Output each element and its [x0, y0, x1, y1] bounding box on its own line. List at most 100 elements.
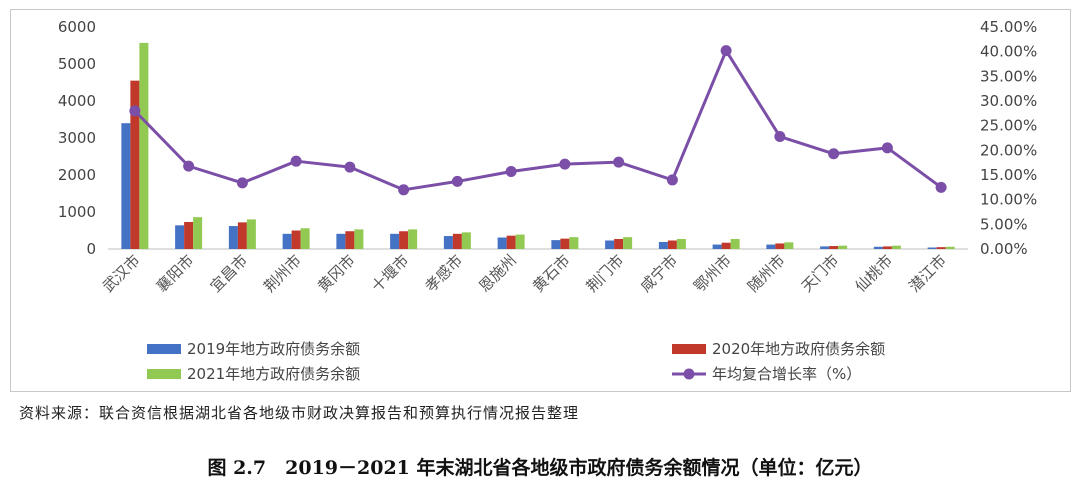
bar-黄石市-2020 — [560, 238, 570, 249]
left-axis-tick-label: 0 — [86, 240, 96, 258]
growth-rate-point-咸宁市 — [666, 174, 678, 186]
bar-宜昌市-2020 — [237, 222, 247, 249]
bar-鄂州市-2019 — [712, 244, 722, 249]
bar-咸宁市-2020 — [667, 240, 677, 249]
left-axis-tick-label: 4000 — [58, 92, 96, 110]
bar-黄石市-2021 — [569, 237, 579, 249]
bar-咸宁市-2021 — [676, 239, 686, 249]
bar-鄂州市-2021 — [730, 239, 740, 249]
bar-天门市-2020 — [829, 246, 839, 249]
left-axis-tick-label: 1000 — [58, 203, 96, 221]
category-label: 鄂州市 — [690, 251, 735, 296]
right-axis-tick-label: 25.00% — [980, 117, 1037, 135]
category-label: 黄冈市 — [314, 251, 359, 296]
bar-潜江市-2019 — [927, 247, 937, 249]
bar-荆门市-2020 — [614, 239, 624, 249]
bar-天门市-2019 — [820, 246, 830, 249]
right-axis-tick-label: 20.00% — [980, 141, 1037, 159]
bar-襄阳市-2021 — [193, 217, 203, 249]
growth-rate-point-黄石市 — [559, 158, 571, 170]
growth-rate-point-荆门市 — [613, 156, 625, 168]
legend-label: 2019年地方政府债务余额 — [187, 340, 360, 358]
right-axis-tick-label: 30.00% — [980, 92, 1037, 110]
category-label: 宜昌市 — [207, 251, 252, 296]
growth-rate-point-恩施州 — [505, 166, 517, 178]
left-axis-tick-label: 2000 — [58, 166, 96, 184]
category-label: 恩施州 — [475, 251, 520, 296]
growth-rate-point-随州市 — [774, 131, 786, 143]
right-axis-tick-label: 10.00% — [980, 191, 1037, 209]
bar-荆州市-2019 — [282, 233, 292, 249]
bar-黄冈市-2019 — [336, 233, 346, 249]
growth-rate-point-潜江市 — [935, 181, 947, 193]
bar-潜江市-2021 — [945, 246, 955, 249]
bar-仙桃市-2021 — [891, 245, 901, 249]
bar-天门市-2021 — [838, 245, 848, 249]
bar-随州市-2021 — [784, 242, 794, 249]
growth-rate-line — [133, 49, 943, 192]
growth-rate-point-襄阳市 — [183, 160, 195, 172]
category-label: 咸宁市 — [637, 251, 682, 296]
bar-襄阳市-2020 — [184, 221, 194, 249]
growth-rate-point-孝感市 — [451, 175, 463, 187]
legend-label: 2020年地方政府债务余额 — [712, 340, 885, 358]
growth-rate-point-荆州市 — [290, 155, 302, 167]
growth-rate-point-十堰市 — [398, 184, 410, 196]
growth-rate-point-鄂州市 — [720, 45, 732, 57]
growth-rate-point-仙桃市 — [881, 142, 893, 154]
category-label: 十堰市 — [368, 251, 413, 296]
left-axis-tick-label: 5000 — [58, 55, 96, 73]
combo-chart: 0 1000 2000 3000 4000 5000 6000 0.00% 5.00% 10.00… — [58, 18, 1037, 383]
legend-swatch — [147, 369, 181, 379]
bar-十堰市-2019 — [390, 233, 400, 249]
bar-武汉市-2019 — [121, 123, 131, 249]
category-label: 潜江市 — [905, 251, 950, 296]
bar-十堰市-2020 — [399, 231, 409, 249]
category-label: 仙桃市 — [852, 251, 897, 296]
category-label: 黄石市 — [529, 251, 574, 296]
bar-十堰市-2021 — [408, 229, 418, 249]
bar-咸宁市-2019 — [658, 241, 668, 249]
figure-caption: 图 2.7 2019－2021 年末湖北省各地级市政府债务余额情况（单位：亿元） — [207, 457, 873, 479]
category-label: 荆州市 — [260, 251, 305, 296]
legend-swatch — [672, 344, 706, 354]
right-axis-tick-label: 45.00% — [980, 18, 1037, 36]
category-label: 武汉市 — [99, 251, 144, 296]
legend-label: 年均复合增长率（%） — [712, 365, 861, 383]
bar-孝感市-2020 — [452, 233, 462, 249]
bar-宜昌市-2021 — [246, 219, 256, 249]
source-note: 资料来源：联合资信根据湖北省各地级市财政决算报告和预算执行情况报告整理 — [19, 404, 580, 422]
legend-label: 2021年地方政府债务余额 — [187, 365, 360, 383]
legend-marker — [683, 368, 695, 380]
bar-恩施州-2020 — [506, 235, 516, 249]
right-axis-tick-label: 40.00% — [980, 43, 1037, 61]
growth-rate-point-天门市 — [828, 148, 840, 160]
right-axis-tick-label: 35.00% — [980, 67, 1037, 85]
bar-孝感市-2019 — [443, 236, 453, 249]
bar-武汉市-2021 — [139, 42, 149, 249]
bar-鄂州市-2020 — [721, 242, 731, 249]
category-label: 天门市 — [798, 251, 843, 296]
bar-恩施州-2019 — [497, 237, 507, 249]
bar-荆州市-2021 — [300, 228, 310, 249]
bar-宜昌市-2019 — [228, 226, 238, 249]
bar-恩施州-2021 — [515, 234, 525, 249]
left-axis-tick-label: 6000 — [58, 18, 96, 36]
bar-荆州市-2020 — [291, 230, 301, 249]
bar-黄冈市-2020 — [345, 231, 355, 249]
bar-随州市-2019 — [766, 244, 776, 249]
bar-仙桃市-2019 — [873, 246, 883, 249]
bar-荆门市-2021 — [623, 237, 633, 249]
right-axis-tick-label: 15.00% — [980, 166, 1037, 184]
category-label: 襄阳市 — [153, 251, 198, 296]
bar-随州市-2020 — [775, 243, 785, 249]
growth-rate-point-宜昌市 — [236, 177, 248, 189]
category-label: 荆门市 — [583, 251, 628, 296]
category-label: 随州市 — [744, 251, 789, 296]
bar-孝感市-2021 — [461, 232, 471, 249]
bar-潜江市-2020 — [936, 247, 946, 249]
growth-rate-point-武汉市 — [129, 105, 141, 117]
bar-武汉市-2020 — [130, 80, 140, 250]
left-axis-tick-label: 3000 — [58, 129, 96, 147]
bar-襄阳市-2019 — [175, 225, 185, 249]
